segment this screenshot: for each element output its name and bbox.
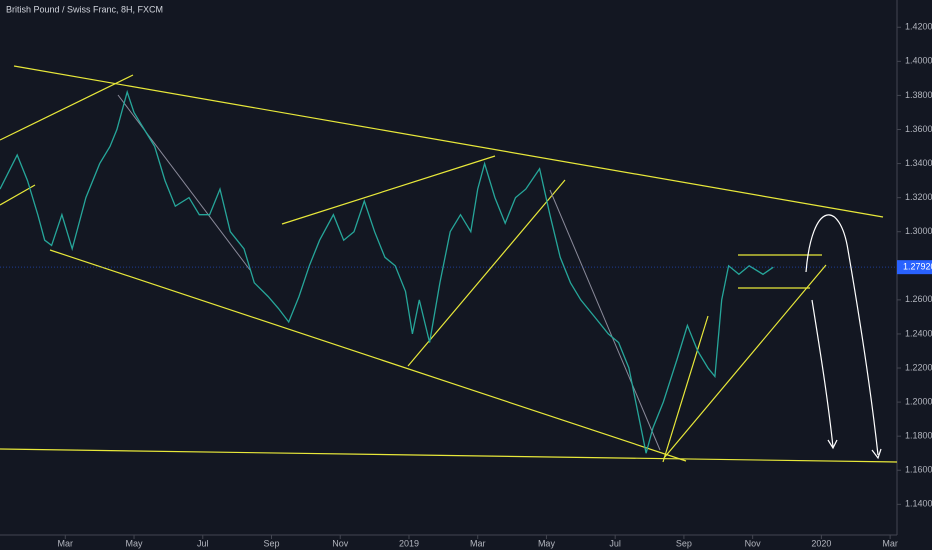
y-tick-label: 1.42000 <box>905 22 932 32</box>
x-tick-label: Sep <box>263 538 279 548</box>
last-price-label: 1.27920 <box>903 262 932 272</box>
y-tick-label: 1.16000 <box>905 465 932 475</box>
x-tick-label: Jul <box>609 538 621 548</box>
y-tick-label: 1.20000 <box>905 396 932 406</box>
trend-line <box>663 264 827 459</box>
trend-line <box>0 448 898 463</box>
arrow-head <box>871 448 882 460</box>
y-tick-label: 1.40000 <box>905 56 932 66</box>
last-price-tag <box>897 260 932 275</box>
x-tick-label: Sep <box>676 538 692 548</box>
x-tick-label: 2020 <box>811 538 831 548</box>
y-tick-label: 1.32000 <box>905 192 932 202</box>
x-tick-label: Mar <box>882 538 898 548</box>
projection-arrow <box>811 299 834 448</box>
y-tick-label: 1.24000 <box>905 328 932 338</box>
x-tick-label: Nov <box>332 538 349 548</box>
arrow-head <box>827 439 838 450</box>
x-tick-label: May <box>538 538 556 548</box>
chart-title: British Pound / Swiss Franc, 8H, FXCM <box>6 4 163 14</box>
y-tick-label: 1.30000 <box>905 226 932 236</box>
y-tick-label: 1.34000 <box>905 158 932 168</box>
trend-line <box>49 249 687 462</box>
trend-line <box>407 179 566 367</box>
y-tick-label: 1.26000 <box>905 294 932 304</box>
x-tick-label: May <box>126 538 144 548</box>
x-tick-label: Nov <box>745 538 762 548</box>
annotations <box>0 65 898 463</box>
x-tick-label: 2019 <box>399 538 419 548</box>
x-tick-label: Jul <box>197 538 209 548</box>
x-tick-label: Mar <box>58 538 74 548</box>
trend-line <box>281 155 496 225</box>
y-tick-label: 1.36000 <box>905 124 932 134</box>
y-tick-label: 1.38000 <box>905 90 932 100</box>
trend-line <box>0 74 134 141</box>
price-line <box>0 89 774 454</box>
projection-arrow <box>805 214 879 456</box>
y-tick-label: 1.18000 <box>905 431 932 441</box>
y-tick-label: 1.14000 <box>905 499 932 509</box>
trend-line <box>662 315 709 463</box>
trend-line <box>13 65 884 218</box>
x-tick-label: Mar <box>470 538 486 548</box>
arrow-line <box>549 189 661 451</box>
arrow-line <box>117 94 251 271</box>
y-tick-label: 1.22000 <box>905 362 932 372</box>
